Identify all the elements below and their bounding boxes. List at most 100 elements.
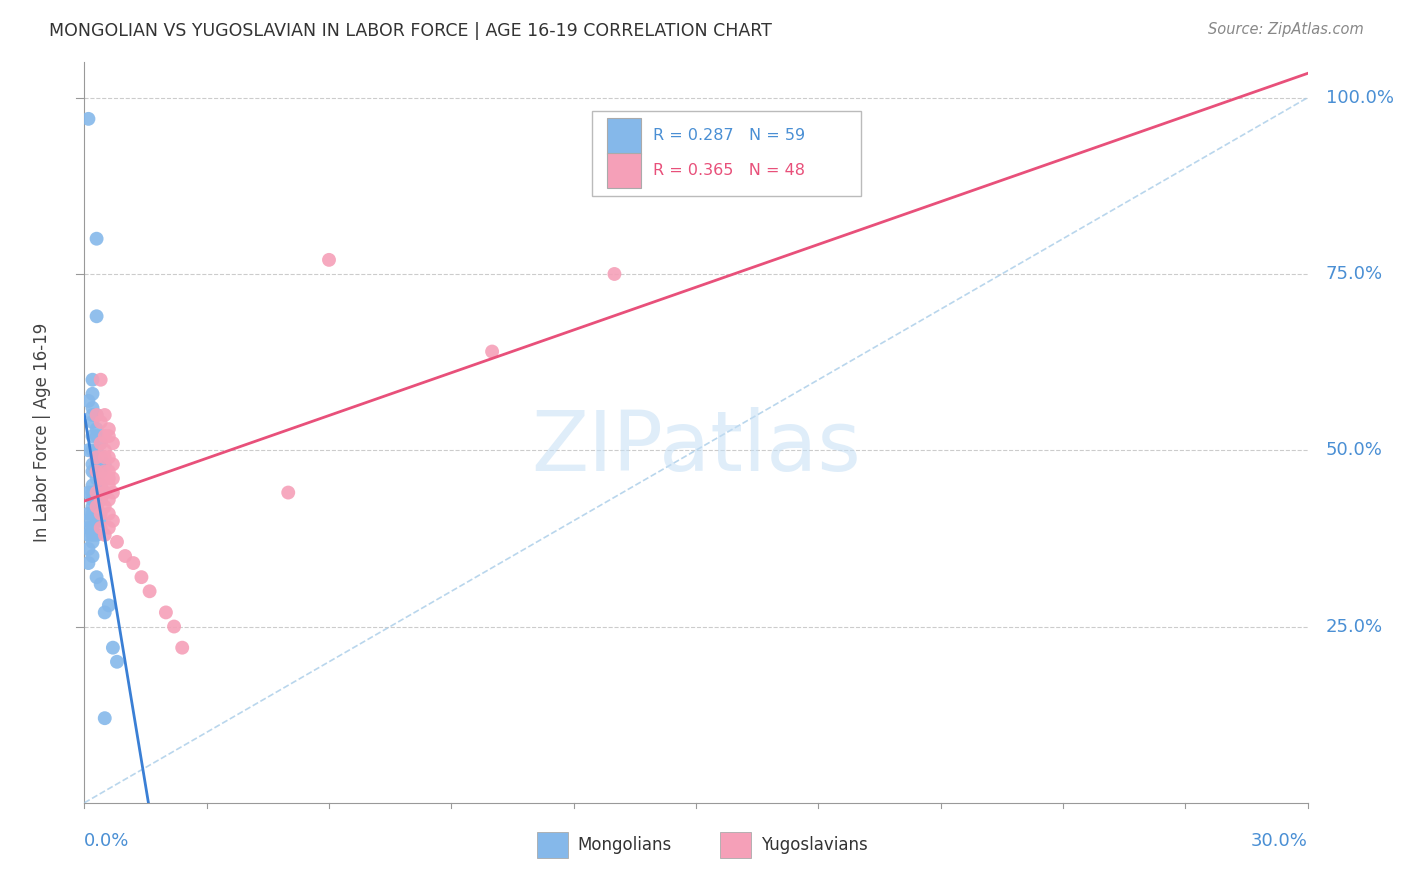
Bar	[537, 832, 568, 858]
Point	[101, 458, 124, 472]
Point	[101, 485, 124, 500]
Point	[93, 429, 115, 443]
Text: 50.0%: 50.0%	[1326, 442, 1384, 459]
Point	[86, 500, 108, 514]
Point	[82, 485, 104, 500]
Point	[82, 528, 104, 542]
Point	[86, 500, 108, 514]
Point	[97, 492, 120, 507]
Point	[481, 344, 503, 359]
Point	[105, 535, 128, 549]
Point	[90, 471, 112, 485]
Point	[93, 711, 115, 725]
Point	[93, 528, 115, 542]
Text: Mongolians: Mongolians	[578, 837, 672, 855]
Point	[82, 401, 104, 415]
Point	[90, 478, 112, 492]
Point	[86, 464, 108, 478]
Point	[82, 415, 104, 429]
Point	[86, 422, 108, 436]
Bar	[720, 832, 751, 858]
Point	[97, 450, 120, 465]
Point	[86, 232, 108, 246]
Point	[77, 485, 100, 500]
Point	[86, 528, 108, 542]
Point	[172, 640, 194, 655]
Point	[77, 112, 100, 126]
Point	[90, 514, 112, 528]
Point	[86, 464, 108, 478]
Point	[82, 507, 104, 521]
Point	[86, 429, 108, 443]
Point	[97, 599, 120, 613]
Point	[82, 387, 104, 401]
FancyBboxPatch shape	[592, 111, 860, 195]
Point	[93, 485, 115, 500]
Point	[77, 541, 100, 556]
Point	[93, 443, 115, 458]
Point	[93, 464, 115, 478]
Point	[97, 422, 120, 436]
Text: 25.0%: 25.0%	[1326, 617, 1384, 635]
Point	[82, 549, 104, 563]
Point	[77, 507, 100, 521]
Point	[77, 528, 100, 542]
Point	[93, 458, 115, 472]
Point	[97, 507, 120, 521]
Point	[97, 478, 120, 492]
Point	[93, 606, 115, 620]
Point	[122, 556, 145, 570]
Point	[77, 514, 100, 528]
Text: Yugoslavians: Yugoslavians	[761, 837, 868, 855]
Text: R = 0.365   N = 48: R = 0.365 N = 48	[654, 163, 806, 178]
Point	[86, 485, 108, 500]
Point	[82, 373, 104, 387]
Point	[82, 464, 104, 478]
Point	[101, 640, 124, 655]
Text: In Labor Force | Age 16-19: In Labor Force | Age 16-19	[32, 323, 51, 542]
Point	[93, 408, 115, 422]
Point	[90, 577, 112, 591]
Point	[318, 252, 340, 267]
Point	[97, 429, 120, 443]
Point	[86, 492, 108, 507]
Point	[86, 570, 108, 584]
Point	[90, 464, 112, 478]
Point	[82, 521, 104, 535]
Point	[90, 458, 112, 472]
Point	[93, 450, 115, 465]
Point	[603, 267, 626, 281]
Point	[131, 570, 153, 584]
Text: 75.0%: 75.0%	[1326, 265, 1384, 283]
Point	[114, 549, 136, 563]
Point	[155, 606, 177, 620]
Point	[90, 521, 112, 535]
Point	[86, 443, 108, 458]
Text: MONGOLIAN VS YUGOSLAVIAN IN LABOR FORCE | AGE 16-19 CORRELATION CHART: MONGOLIAN VS YUGOSLAVIAN IN LABOR FORCE …	[49, 22, 772, 40]
Point	[82, 535, 104, 549]
Point	[77, 393, 100, 408]
Point	[101, 471, 124, 485]
Point	[101, 436, 124, 450]
Point	[82, 429, 104, 443]
Point	[277, 485, 299, 500]
Point	[86, 450, 108, 465]
Point	[86, 408, 108, 422]
Point	[86, 458, 108, 472]
Point	[93, 471, 115, 485]
Point	[82, 492, 104, 507]
Point	[86, 514, 108, 528]
Point	[90, 436, 112, 450]
Point	[90, 436, 112, 450]
Point	[90, 492, 112, 507]
Point	[97, 471, 120, 485]
Point	[77, 556, 100, 570]
Point	[86, 485, 108, 500]
Point	[82, 458, 104, 472]
Point	[90, 492, 112, 507]
Text: Source: ZipAtlas.com: Source: ZipAtlas.com	[1208, 22, 1364, 37]
Point	[163, 619, 186, 633]
Point	[86, 408, 108, 422]
Text: 30.0%: 30.0%	[1251, 832, 1308, 850]
Point	[90, 507, 112, 521]
